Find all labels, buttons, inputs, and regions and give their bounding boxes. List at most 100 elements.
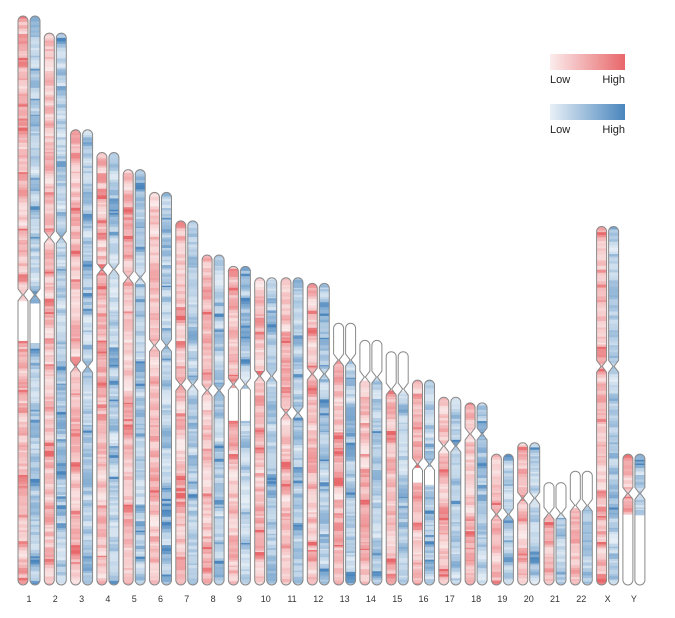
heat-band <box>266 510 277 515</box>
heat-band <box>123 305 134 310</box>
heat-band <box>345 360 356 365</box>
heat-band <box>96 496 107 499</box>
heat-band <box>44 328 55 332</box>
heat-band <box>187 431 198 434</box>
heat-band <box>149 554 160 558</box>
heat-band <box>70 341 81 345</box>
heat-band <box>96 533 107 538</box>
heat-band <box>254 464 265 468</box>
heat-band <box>333 391 344 394</box>
heat-band <box>477 482 488 486</box>
heat-band <box>70 429 81 432</box>
heat-band <box>424 541 435 545</box>
heat-band <box>477 438 488 441</box>
heat-band <box>240 514 251 518</box>
heat-band <box>135 461 146 464</box>
heat-band <box>214 367 225 371</box>
heat-band <box>228 335 239 339</box>
heat-band <box>465 519 476 522</box>
heat-band <box>333 387 344 392</box>
heat-band <box>175 510 186 514</box>
heat-band <box>44 247 55 250</box>
heat-band <box>214 274 225 277</box>
heat-band <box>438 576 449 579</box>
heat-band <box>108 170 119 175</box>
heat-band <box>386 487 397 490</box>
heat-band <box>412 543 423 548</box>
heat-band <box>123 410 134 414</box>
heat-band <box>149 379 160 382</box>
heat-band <box>149 411 160 415</box>
heat-band <box>30 278 40 281</box>
heat-band <box>202 331 213 335</box>
heat-band <box>187 382 198 386</box>
heat-band <box>240 316 251 320</box>
heat-band <box>319 377 330 380</box>
heat-band <box>161 347 172 350</box>
heat-band <box>18 104 28 107</box>
heat-band <box>202 443 213 448</box>
heat-band <box>254 473 265 477</box>
heat-band <box>187 552 198 555</box>
heat-band <box>175 425 186 428</box>
heat-band <box>135 308 146 312</box>
heat-band <box>82 135 93 138</box>
heat-band <box>187 244 198 248</box>
heat-band <box>187 286 198 290</box>
heat-band <box>345 426 356 430</box>
chromosome-17: 17 <box>438 396 462 604</box>
heat-band <box>450 445 461 448</box>
heat-band <box>281 339 291 342</box>
heat-band <box>465 484 476 489</box>
heat-band <box>240 339 251 343</box>
heat-band <box>161 371 172 375</box>
heat-band <box>82 552 93 557</box>
heat-band <box>82 314 93 317</box>
heat-band <box>293 303 303 307</box>
heat-band <box>228 305 239 309</box>
heat-band <box>228 337 239 341</box>
heat-band <box>56 498 67 503</box>
heat-band <box>18 481 28 485</box>
heat-band <box>175 285 186 287</box>
heat-band <box>465 577 476 581</box>
heat-band <box>202 403 213 406</box>
heat-band <box>293 390 303 395</box>
heat-band <box>108 407 119 412</box>
heat-band <box>56 324 67 327</box>
heat-band <box>398 552 409 555</box>
heat-band <box>240 386 251 389</box>
heat-band <box>450 439 461 443</box>
heat-band <box>30 129 40 132</box>
heat-band <box>70 367 81 372</box>
heat-band <box>56 495 67 497</box>
heat-band <box>477 542 488 545</box>
heat-band <box>82 142 93 145</box>
heat-band <box>70 361 81 365</box>
heat-band <box>345 565 356 568</box>
heat-band <box>56 560 67 563</box>
heat-band <box>477 414 488 417</box>
heat-band <box>56 171 67 174</box>
heat-band <box>30 476 40 480</box>
heat-band <box>254 306 265 308</box>
heat-band <box>96 519 107 523</box>
heat-band <box>175 294 186 299</box>
heat-band <box>371 552 382 556</box>
heat-band <box>70 452 81 457</box>
heat-band <box>44 454 55 457</box>
heat-band <box>319 392 330 394</box>
heat-band <box>450 420 461 424</box>
heat-band <box>123 446 134 450</box>
heat-band <box>214 443 225 446</box>
heat-band <box>371 461 382 464</box>
heat-band <box>254 415 265 418</box>
heat-band <box>254 470 265 474</box>
heat-band <box>202 352 213 356</box>
heat-band <box>386 575 397 579</box>
heat-band <box>228 469 239 472</box>
heat-band <box>30 219 40 222</box>
heat-band <box>135 189 146 192</box>
heat-band <box>44 419 55 422</box>
heat-band <box>30 447 40 449</box>
